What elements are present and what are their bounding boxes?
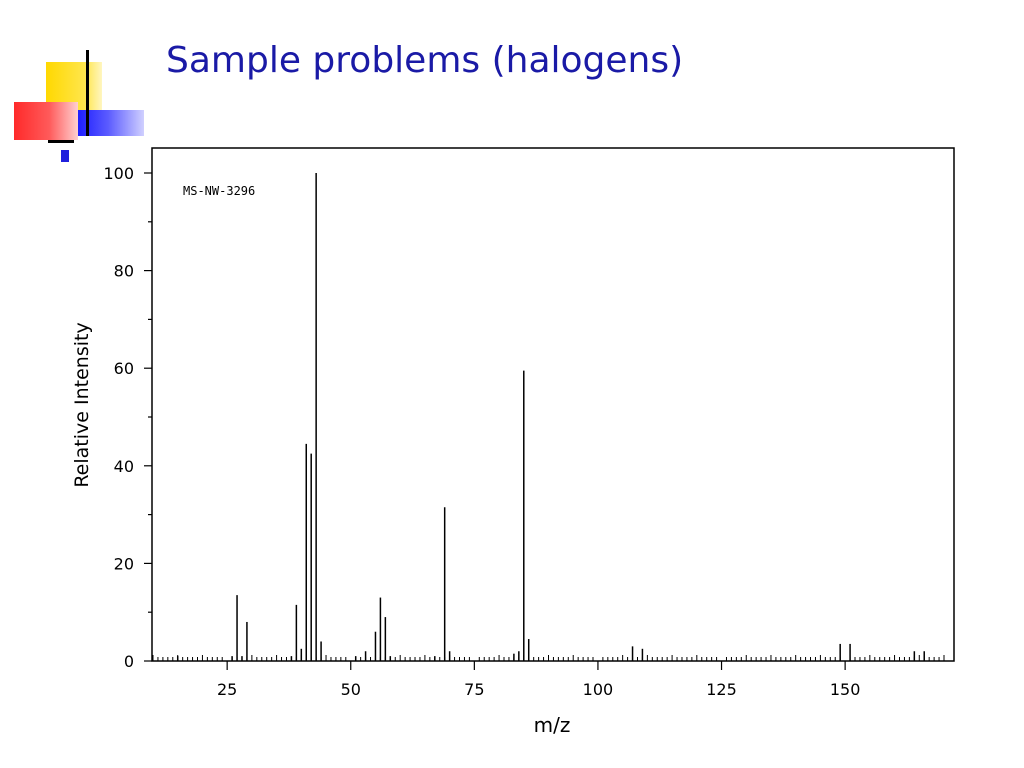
title-decoration-vertical-line: [86, 50, 89, 136]
title-decoration-blue-square: [61, 150, 69, 162]
spectrum-id-label: MS-NW-3296: [183, 184, 255, 198]
x-tick-label: 75: [464, 680, 484, 699]
title-decoration-blue-block: [78, 110, 144, 136]
x-axis-ticks: 25 50 75 100 125 150: [217, 661, 860, 699]
y-tick-label: 40: [114, 457, 134, 476]
x-tick-label: 125: [706, 680, 737, 699]
plot-frame: [151, 147, 955, 662]
slide-title: Sample problems (halogens): [166, 40, 684, 81]
title-decoration-red-block: [14, 102, 78, 140]
y-axis-label: Relative Intensity: [71, 322, 93, 487]
spectrum-peaks: [176, 173, 925, 661]
x-minor-ticks: [152, 655, 945, 661]
y-tick-label: 80: [114, 262, 134, 281]
x-axis-label: m/z: [534, 713, 571, 737]
x-tick-label: 25: [217, 680, 237, 699]
y-tick-label: 20: [114, 554, 134, 573]
x-tick-label: 100: [583, 680, 614, 699]
y-tick-label: 100: [103, 164, 134, 183]
y-tick-label: 0: [124, 652, 134, 671]
x-tick-label: 50: [341, 680, 361, 699]
x-tick-label: 150: [830, 680, 861, 699]
y-axis-ticks: 0 20 40 60 80 100: [103, 164, 152, 671]
y-tick-label: 60: [114, 359, 134, 378]
title-decoration-horizontal-line: [48, 140, 74, 143]
